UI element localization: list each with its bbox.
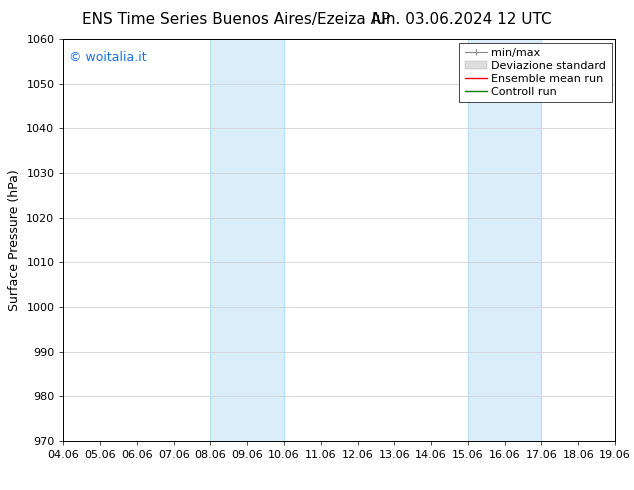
Text: ENS Time Series Buenos Aires/Ezeiza AP: ENS Time Series Buenos Aires/Ezeiza AP — [82, 12, 391, 27]
Legend: min/max, Deviazione standard, Ensemble mean run, Controll run: min/max, Deviazione standard, Ensemble m… — [459, 43, 612, 102]
Y-axis label: Surface Pressure (hPa): Surface Pressure (hPa) — [8, 169, 21, 311]
Bar — [468, 39, 541, 441]
Bar — [210, 39, 284, 441]
Text: © woitalia.it: © woitalia.it — [69, 51, 146, 64]
Text: lun. 03.06.2024 12 UTC: lun. 03.06.2024 12 UTC — [372, 12, 552, 27]
